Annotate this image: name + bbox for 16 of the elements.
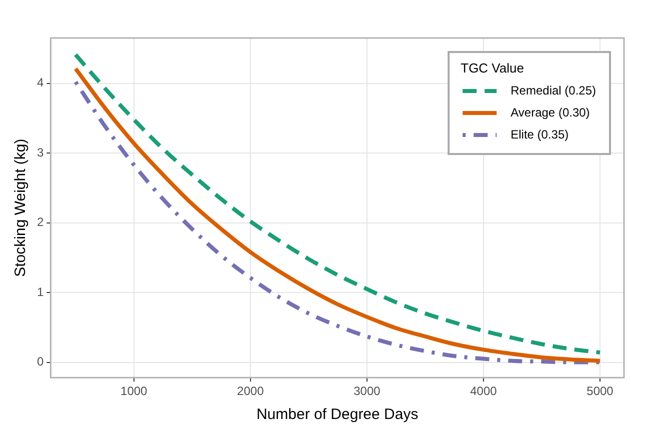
- legend-title: TGC Value: [460, 60, 524, 76]
- x-tick-label: 2000: [237, 384, 264, 398]
- x-tick-label: 5000: [586, 384, 614, 398]
- legend-label: Remedial (0.25): [510, 83, 596, 98]
- y-tick-label: 1: [36, 284, 44, 299]
- legend-label: Elite (0.35): [510, 127, 569, 142]
- y-tick-label: 2: [36, 215, 44, 230]
- y-tick-label: 0: [36, 354, 44, 369]
- x-tick-label: 3000: [354, 384, 381, 398]
- x-tick-label: 1000: [120, 384, 148, 398]
- x-tick-label: 4000: [470, 384, 498, 398]
- legend-label: Average (0.30): [510, 105, 590, 120]
- y-tick-label: 3: [36, 145, 44, 160]
- y-axis-title: Stocking Weight (kg): [12, 138, 30, 277]
- x-axis-title: Number of Degree Days: [256, 406, 418, 424]
- y-tick-label: 4: [36, 76, 44, 90]
